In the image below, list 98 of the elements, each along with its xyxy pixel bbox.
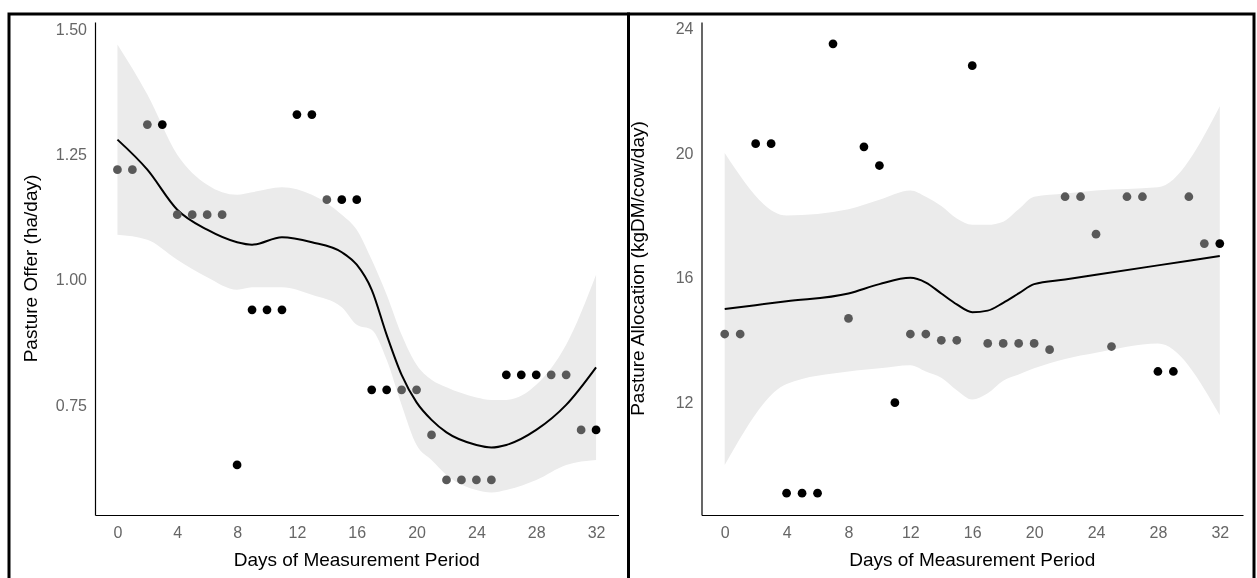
x-axis-title: Days of Measurement Period bbox=[233, 549, 480, 570]
point bbox=[172, 210, 182, 220]
y-tick-label: 0.75 bbox=[55, 396, 88, 414]
x-axis-title: Days of Measurement Period bbox=[849, 549, 1096, 570]
line-series bbox=[116, 138, 598, 449]
point bbox=[1091, 229, 1101, 239]
x-tick-label: 24 bbox=[1087, 524, 1106, 542]
point bbox=[1153, 367, 1163, 376]
x-tick-label: 8 bbox=[844, 524, 854, 542]
point bbox=[1045, 345, 1054, 354]
point bbox=[232, 460, 242, 470]
y-tick-label: 1.50 bbox=[55, 21, 88, 39]
point bbox=[1184, 192, 1194, 202]
point bbox=[352, 195, 362, 205]
point bbox=[337, 195, 347, 205]
x-tick-label: 32 bbox=[587, 524, 606, 542]
x-tick-label: 28 bbox=[527, 524, 546, 542]
point bbox=[1138, 192, 1147, 202]
x-tick-label: 20 bbox=[408, 524, 427, 542]
y-tick-label: 1.25 bbox=[55, 146, 88, 164]
point bbox=[782, 488, 791, 498]
point bbox=[905, 329, 915, 339]
point bbox=[1014, 339, 1024, 348]
point bbox=[936, 335, 946, 345]
x-tick-label: 12 bbox=[288, 524, 307, 542]
y-tick-label: 20 bbox=[675, 144, 694, 162]
point bbox=[501, 370, 511, 380]
point bbox=[766, 139, 776, 149]
point bbox=[1215, 239, 1225, 248]
x-tick-label: 24 bbox=[468, 524, 486, 542]
y-axis-title: Pasture Allocation (kgDM/cow/day) bbox=[626, 121, 648, 416]
x-tick-label: 16 bbox=[963, 524, 982, 542]
y-tick-label: 16 bbox=[675, 269, 694, 287]
point bbox=[113, 165, 122, 175]
point bbox=[202, 210, 212, 220]
point bbox=[412, 385, 421, 395]
point bbox=[427, 430, 436, 440]
y-tick-label: 24 bbox=[675, 19, 694, 37]
point bbox=[546, 370, 556, 380]
point bbox=[952, 335, 962, 345]
point bbox=[735, 329, 745, 339]
point bbox=[307, 110, 317, 119]
x-tick-label: 20 bbox=[1025, 524, 1044, 542]
point bbox=[397, 385, 406, 395]
point bbox=[797, 488, 807, 498]
x-tick-label: 28 bbox=[1149, 524, 1168, 542]
point bbox=[142, 120, 152, 129]
point bbox=[859, 142, 869, 152]
point bbox=[128, 165, 137, 175]
point bbox=[576, 425, 586, 435]
y-tick-label: 1.00 bbox=[55, 271, 88, 289]
point bbox=[1122, 192, 1132, 202]
x-tick-label: 4 bbox=[782, 524, 792, 542]
point bbox=[890, 398, 900, 408]
point bbox=[998, 339, 1008, 348]
point bbox=[277, 305, 287, 315]
point bbox=[1107, 342, 1116, 351]
point bbox=[875, 161, 884, 170]
point bbox=[1076, 192, 1085, 202]
point bbox=[828, 39, 838, 49]
x-tick-label: 8 bbox=[233, 524, 243, 542]
point bbox=[382, 385, 392, 395]
point bbox=[486, 475, 496, 485]
point bbox=[591, 425, 601, 435]
point bbox=[472, 475, 481, 485]
point bbox=[292, 110, 302, 119]
point bbox=[367, 385, 377, 395]
point bbox=[751, 139, 761, 149]
point bbox=[157, 120, 167, 129]
point bbox=[516, 370, 526, 380]
point bbox=[720, 329, 730, 339]
point bbox=[1060, 192, 1070, 202]
point bbox=[983, 339, 993, 348]
point bbox=[1029, 339, 1039, 348]
x-tick-label: 0 bbox=[113, 524, 123, 542]
line-series bbox=[723, 255, 1221, 314]
point bbox=[531, 370, 541, 380]
y-axis-title: Pasture Offer (ha/day) bbox=[20, 174, 41, 363]
x-tick-label: 12 bbox=[901, 524, 920, 542]
x-tick-label: 32 bbox=[1211, 524, 1230, 542]
point bbox=[1169, 367, 1178, 376]
x-tick-label: 4 bbox=[173, 524, 183, 542]
point bbox=[1199, 239, 1209, 248]
x-tick-label: 0 bbox=[720, 524, 730, 542]
point bbox=[187, 210, 197, 220]
y-tick-label: 12 bbox=[675, 394, 694, 412]
point bbox=[217, 210, 227, 220]
point bbox=[322, 195, 332, 205]
point bbox=[967, 61, 977, 71]
point bbox=[262, 305, 272, 315]
point bbox=[561, 370, 571, 380]
point bbox=[247, 305, 257, 315]
point bbox=[844, 314, 853, 323]
x-tick-label: 16 bbox=[348, 524, 367, 542]
point bbox=[457, 475, 466, 485]
point bbox=[921, 329, 931, 339]
point bbox=[442, 475, 451, 485]
point bbox=[813, 488, 822, 498]
